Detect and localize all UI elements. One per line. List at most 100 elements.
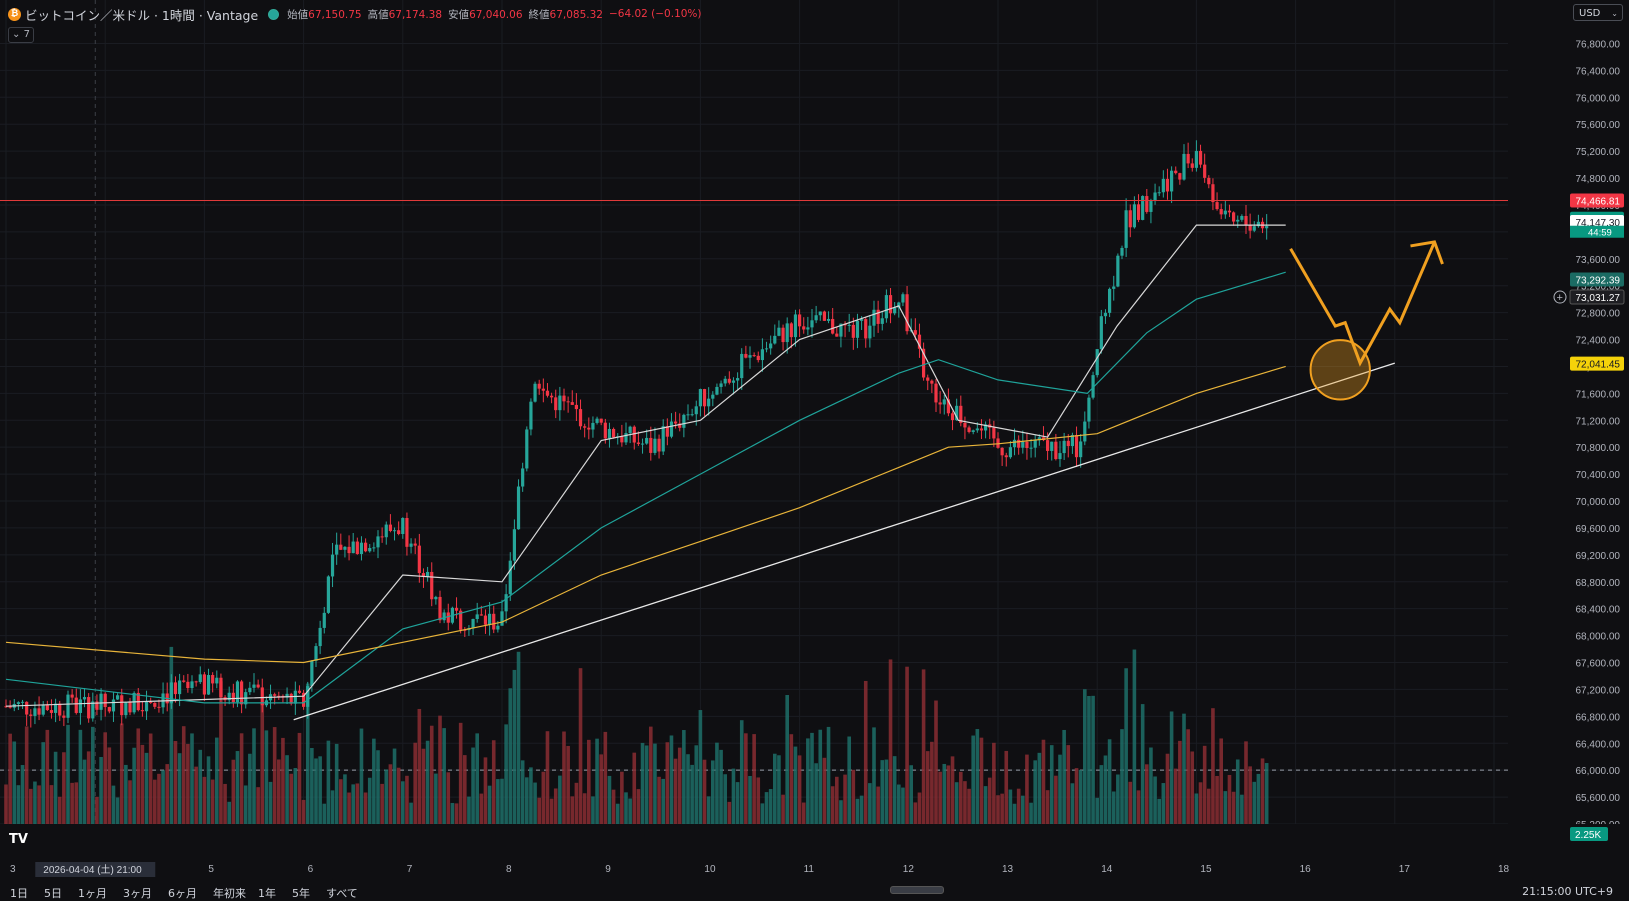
volume-bar — [545, 731, 550, 824]
volume-bar — [1153, 776, 1157, 824]
range-button[interactable]: 1日 — [10, 887, 28, 900]
tradingview-logo[interactable]: TV — [9, 832, 28, 847]
time-tick-label: 6 — [308, 864, 314, 875]
candle-body — [1070, 434, 1074, 447]
candle-body — [260, 687, 264, 706]
price-tick-label: 68,800.00 — [1576, 578, 1621, 589]
candle-body — [963, 422, 967, 428]
candle-body — [91, 701, 95, 719]
candle-body — [624, 433, 628, 443]
volume-bar — [644, 745, 649, 824]
volume-bar — [1207, 788, 1211, 824]
candle-body — [1083, 421, 1087, 442]
candle-body — [922, 348, 926, 378]
volume-bar — [632, 752, 637, 824]
candle-body — [1203, 164, 1207, 178]
volume-bar — [425, 740, 430, 824]
volume-bar — [438, 715, 442, 824]
candle-body — [760, 349, 764, 361]
time-tick-label: 10 — [704, 864, 716, 875]
crosshair-date-badge — [35, 862, 156, 877]
volume-bar — [818, 729, 823, 824]
candle-body — [686, 414, 690, 416]
currency-label: USD — [1579, 8, 1601, 19]
candle-body — [603, 422, 607, 439]
price-label-text: 73,031.27 — [1576, 293, 1621, 304]
annotation-circle[interactable] — [1309, 339, 1371, 401]
volume-bar — [868, 783, 872, 824]
volume-bar — [475, 733, 479, 824]
time-tick-label: 15 — [1200, 864, 1212, 875]
time-tick-label: 9 — [605, 864, 611, 875]
volume-bar — [1260, 758, 1265, 824]
volume-bar — [942, 763, 947, 824]
candle-body — [905, 294, 909, 332]
volume-bar — [1107, 739, 1112, 824]
forecast-arrowhead[interactable] — [1410, 240, 1444, 265]
volume-bar — [186, 743, 190, 824]
candle-body — [574, 404, 578, 410]
candle-body — [1112, 286, 1116, 289]
range-button[interactable]: 年初来 — [213, 887, 246, 900]
time-tick-label: 7 — [407, 864, 413, 875]
candle-body — [822, 311, 826, 321]
range-button[interactable]: 5年 — [292, 887, 310, 900]
candle-body — [876, 309, 880, 324]
resize-handle[interactable] — [890, 886, 944, 894]
candle-body — [707, 398, 711, 407]
candle-body — [215, 677, 219, 684]
volume-bar — [959, 771, 963, 824]
range-button[interactable]: 1年 — [258, 887, 276, 900]
price-axis[interactable]: 65,200.0065,600.0066,000.0066,400.0066,8… — [1508, 0, 1629, 831]
volume-bar — [442, 728, 446, 824]
range-button[interactable]: すべて — [326, 887, 358, 900]
volume-bar — [934, 700, 938, 824]
candle-body — [595, 418, 599, 423]
range-button[interactable]: 3ヶ月 — [123, 887, 152, 900]
volume-bar — [434, 773, 438, 824]
candle-body — [128, 702, 132, 713]
drawings[interactable] — [0, 199, 1508, 721]
trendline[interactable] — [293, 362, 1396, 721]
volume-bar — [401, 781, 405, 824]
candle-body — [186, 681, 190, 689]
candle-body — [488, 613, 492, 625]
symbol-title[interactable]: ビットコイン／米ドル · 1時間 · Vantage — [25, 7, 259, 23]
volume-bar — [140, 744, 145, 824]
volume-bar — [24, 726, 29, 824]
volume-bar — [264, 730, 269, 824]
candle-body — [682, 414, 686, 428]
volume-bar — [872, 727, 876, 824]
candle-body — [107, 707, 111, 712]
candle-body — [698, 389, 702, 407]
range-button[interactable]: 6ヶ月 — [168, 887, 197, 900]
range-button[interactable]: 5日 — [44, 887, 62, 900]
timezone-label[interactable]: 21:15:00 UTC+9 — [1522, 885, 1613, 898]
volume-bar — [876, 786, 880, 824]
candle-body — [335, 544, 339, 555]
volume-bar — [835, 776, 839, 824]
forecast-path[interactable] — [1289, 241, 1436, 367]
candle-body — [1240, 215, 1244, 220]
volume-bar — [223, 783, 227, 824]
candle-body — [479, 614, 483, 616]
range-button[interactable]: 1ヶ月 — [78, 887, 107, 900]
volume-bar — [1111, 791, 1116, 824]
volume-bar — [1161, 783, 1166, 824]
add-alert-icon[interactable] — [1553, 290, 1567, 304]
candle-body — [831, 318, 835, 334]
volume-bar — [797, 755, 802, 824]
time-axis[interactable]: 34567891011121314151617182026-04-04 (土) … — [0, 824, 1629, 880]
currency-select[interactable]: USD ⌄ — [1573, 4, 1623, 21]
candle-body — [570, 402, 574, 405]
volume-bar — [144, 752, 149, 824]
candle-body — [413, 543, 417, 546]
volume-bar — [169, 646, 174, 824]
candle-body — [140, 710, 144, 712]
indicator-collapse-button[interactable]: ⌄ 7 — [8, 27, 34, 43]
open-value: 67,150.75 — [308, 8, 362, 21]
candle-body — [149, 701, 153, 703]
volume-bar — [773, 753, 777, 824]
candle-body — [459, 610, 463, 630]
